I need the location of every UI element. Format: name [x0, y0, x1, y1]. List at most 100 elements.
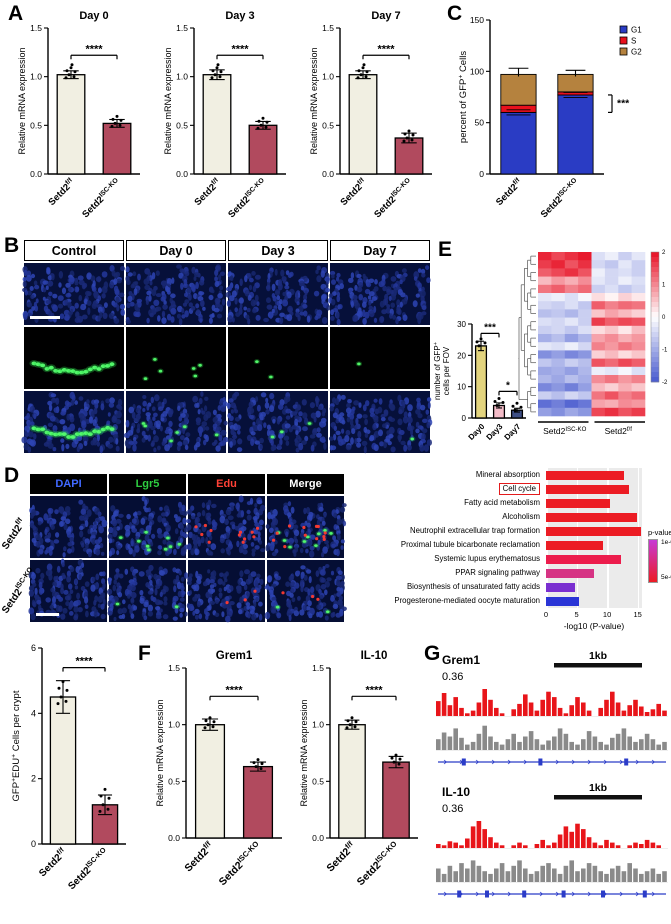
pvalue-top: 1e-03 — [661, 539, 671, 546]
svg-text:Day0: Day0 — [467, 422, 487, 442]
svg-text:G2: G2 — [631, 48, 642, 57]
svg-text:1kb: 1kb — [589, 782, 607, 794]
gfp-edu-chart: 0 2 4 6 GFP+EDU+ Cells per crypt Setd2f/fSetd… — [10, 643, 126, 892]
pathway-label-9: Progesterone-mediated oocyte maturation — [394, 596, 540, 605]
d-image-dapi-f/f — [29, 496, 108, 558]
svg-text:30: 30 — [457, 320, 466, 329]
gridline — [637, 468, 640, 608]
svg-text:1.0: 1.0 — [168, 720, 180, 730]
svg-text:****: **** — [231, 43, 249, 55]
pathway-label-1: Cell cycle — [334, 482, 540, 496]
svg-text:****: **** — [85, 43, 103, 55]
svg-text:Day 7: Day 7 — [371, 10, 400, 22]
svg-text:Day 3: Day 3 — [225, 10, 254, 22]
pathway-xtick: 0 — [543, 610, 549, 619]
panel-label-f: F — [138, 642, 151, 665]
pathway-bar-0 — [546, 470, 625, 480]
svg-text:1.0: 1.0 — [312, 720, 324, 730]
d-column-header-edu: Edu — [188, 474, 265, 494]
pathway-xtick: 15 — [633, 610, 642, 619]
svg-text:Setd2f/f: Setd2f/f — [494, 176, 526, 208]
svg-text:0.0: 0.0 — [30, 169, 42, 179]
d-column-header-merge: Merge — [267, 474, 344, 494]
pathway-label-6: Systemic lupus erythematosus — [434, 554, 540, 563]
svg-text:Relative mRNA expression: Relative mRNA expression — [309, 47, 319, 154]
svg-text:Grem1: Grem1 — [216, 650, 253, 662]
svg-text:Relative mRNA expression: Relative mRNA expression — [155, 699, 165, 806]
panel-f-chart-il-10: 0.0 0.5 1.0 1.5 IL-10 Relative mRNA expressio… — [299, 650, 418, 888]
panel-label-g: G — [424, 642, 441, 665]
d-image-dapi-isc-ko — [28, 558, 107, 622]
pathway-bar-8 — [546, 582, 576, 592]
b-column-header-day-0: Day 0 — [126, 240, 226, 261]
svg-text:S: S — [631, 37, 636, 46]
b-image-merge-1 — [123, 391, 229, 453]
svg-text:Setd2ISC-KO: Setd2ISC-KO — [372, 177, 415, 220]
b-image-merge-0 — [21, 391, 124, 454]
svg-text:Day3: Day3 — [485, 422, 505, 442]
genome-track-grem1: Grem1 0.36 1kb — [436, 650, 668, 766]
svg-text:20: 20 — [457, 351, 466, 360]
svg-text:0: 0 — [31, 839, 36, 849]
pathway-xtick: 10 — [602, 610, 612, 619]
b-column-header-day-3: Day 3 — [228, 240, 328, 261]
svg-text:percent of GFP+ Cells: percent of GFP+ Cells — [457, 51, 469, 143]
pathway-bar-9 — [546, 596, 579, 606]
svg-text:1.5: 1.5 — [30, 23, 42, 33]
panel-a-chart-day-3: 0.0 0.5 1.0 1.5 Day 3 Relative mRNA expressio… — [163, 10, 286, 220]
svg-text:1.5: 1.5 — [322, 23, 334, 33]
pathway-xtick: 5 — [574, 610, 579, 619]
svg-text:Setd2f/f: Setd2f/f — [192, 176, 224, 208]
svg-text:100: 100 — [470, 66, 484, 76]
pathway-label-2: Fatty acid metabolism — [464, 498, 540, 507]
svg-text:IL-10: IL-10 — [361, 650, 388, 662]
svg-text:Setd2ISC-KO: Setd2ISC-KO — [538, 177, 581, 220]
svg-text:1.5: 1.5 — [176, 23, 188, 33]
d-row-label-f/f: Setd2f/f — [0, 516, 25, 552]
svg-text:****: **** — [75, 656, 93, 668]
svg-text:1.5: 1.5 — [168, 663, 180, 673]
svg-text:1: 1 — [662, 283, 666, 289]
svg-text:0.36: 0.36 — [442, 671, 463, 683]
svg-text:Setd2ISC-KO: Setd2ISC-KO — [215, 839, 264, 888]
svg-text:2: 2 — [31, 774, 36, 784]
d-image-merge-isc-ko — [264, 560, 347, 622]
b-image-gfp-3 — [330, 327, 430, 389]
svg-text:0.0: 0.0 — [322, 169, 334, 179]
b-image-merge-2 — [226, 391, 328, 453]
svg-text:Day 0: Day 0 — [79, 10, 108, 22]
b-image-dapi-1 — [125, 263, 226, 326]
svg-text:0.5: 0.5 — [168, 776, 180, 786]
svg-text:150: 150 — [470, 15, 484, 25]
svg-text:Setd2f/f: Setd2f/f — [35, 845, 69, 879]
pvalue-gradient — [648, 539, 658, 583]
pathway-bar-3 — [546, 512, 637, 522]
legend-title: p-value — [648, 528, 671, 537]
svg-text:Setd2ISC-KO: Setd2ISC-KO — [226, 177, 269, 220]
svg-text:*: * — [506, 380, 510, 391]
panel-c-stacked-chart: 0 50 100 150 percent of GFP+ Cells Setd2f/f Se… — [457, 15, 642, 220]
d-image-edu-f/f — [185, 495, 266, 558]
svg-text:number of GFP+: number of GFP+ — [433, 341, 442, 400]
panel-e-heatmap: 2 1 0 -1 -2 Setd2ISC-KO Setd2f/f — [518, 250, 668, 436]
pathway-bar-5 — [546, 540, 603, 550]
pathway-bar-4 — [546, 526, 641, 536]
svg-text:Setd2ISC-KO: Setd2ISC-KO — [353, 839, 402, 888]
panel-f-chart-grem1: 0.0 0.5 1.0 1.5 Grem1 Relative mRNA expressio… — [155, 650, 282, 888]
svg-text:Relative mRNA expression: Relative mRNA expression — [163, 47, 173, 154]
svg-text:Setd2f/f: Setd2f/f — [181, 839, 217, 875]
svg-text:Setd2ISC-KO: Setd2ISC-KO — [80, 177, 123, 220]
pathway-label-8: Biosynthesis of unsaturated fatty acids — [406, 582, 540, 591]
pathway-plot-area — [546, 468, 642, 608]
panel-label-b: B — [4, 234, 20, 257]
svg-text:****: **** — [377, 43, 395, 55]
pathway-bar-6 — [546, 554, 621, 564]
panel-a-chart-day-7: 0.0 0.5 1.0 1.5 Day 7 Relative mRNA expressio… — [309, 10, 432, 220]
gridline — [607, 468, 609, 608]
svg-text:G1: G1 — [631, 26, 642, 35]
svg-text:Setd2f/f: Setd2f/f — [605, 426, 633, 436]
svg-text:-1: -1 — [662, 348, 668, 354]
d-image-lgr5-isc-ko — [107, 560, 189, 622]
pathway-xlabel: -log10 (P-value) — [563, 621, 625, 631]
pathway-label-4: Neutrophil extracellular trap formation — [409, 526, 540, 535]
